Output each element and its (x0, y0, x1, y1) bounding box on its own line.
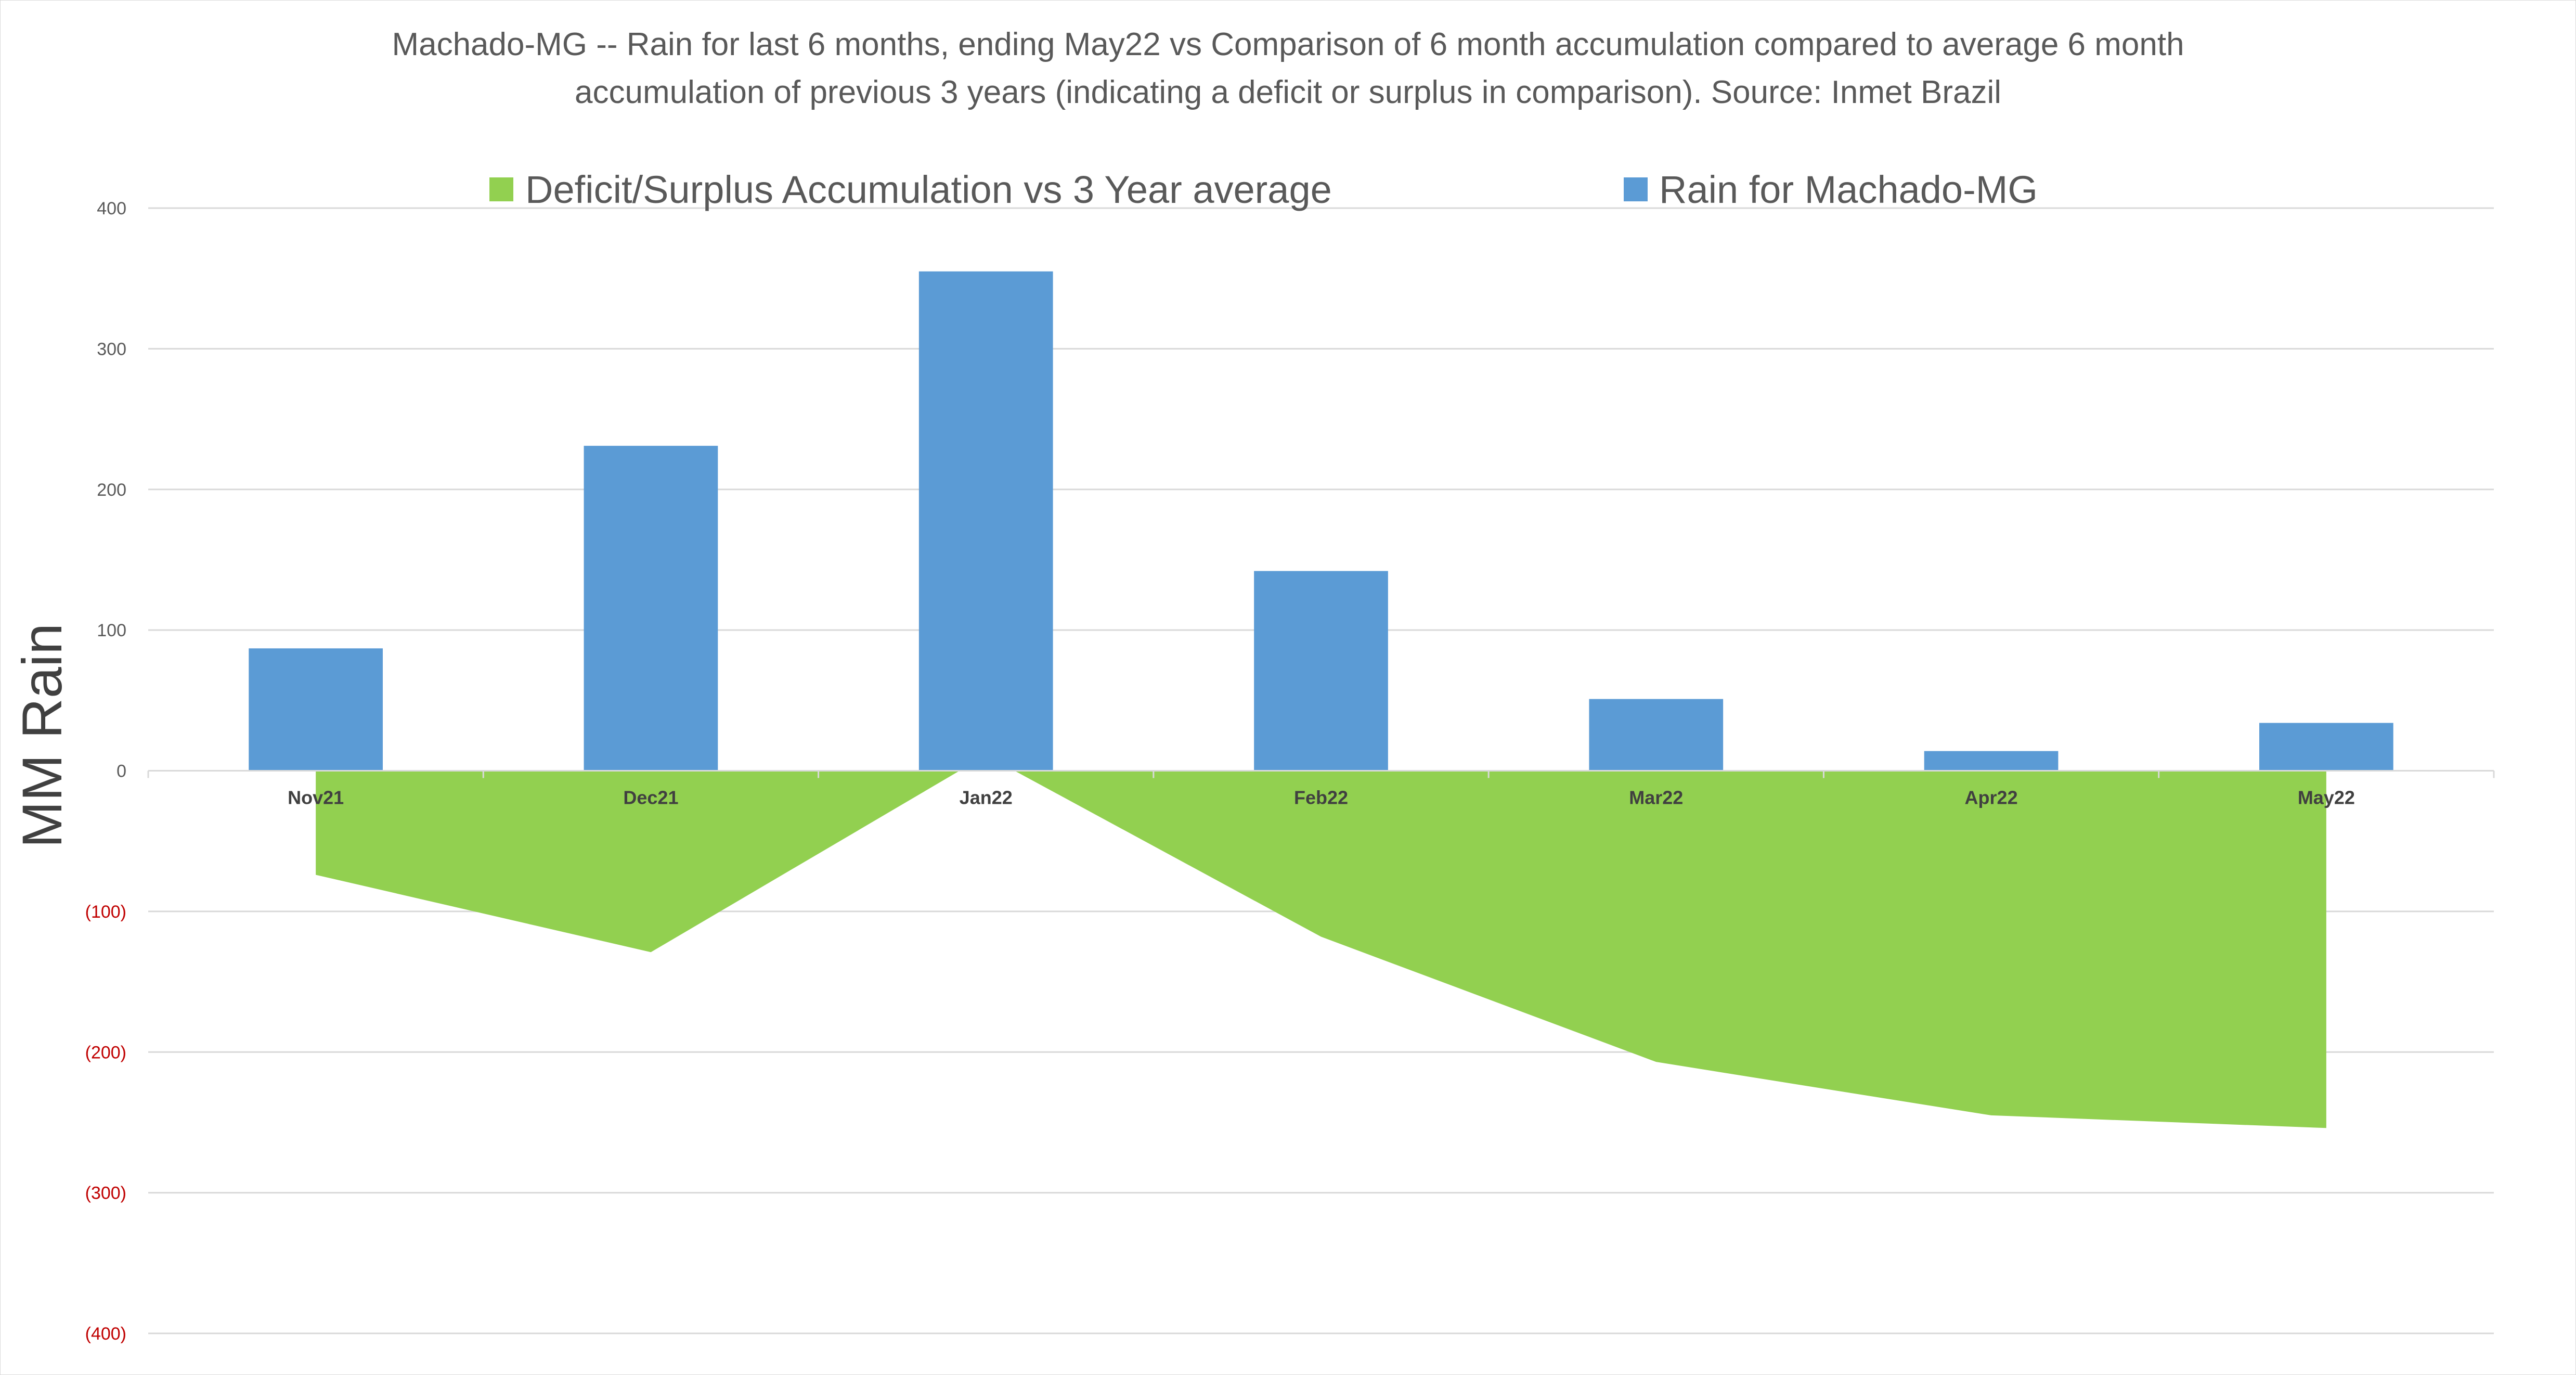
y-tick-label: 200 (97, 480, 126, 500)
legend-swatch-rain (1624, 177, 1648, 201)
y-tick-label: 0 (116, 762, 126, 781)
y-tick-label: 400 (97, 199, 126, 219)
y-tick-label: (100) (85, 902, 126, 922)
y-tick-label: (300) (85, 1184, 126, 1203)
legend-label-deficit: Deficit/Surplus Accumulation vs 3 Year a… (525, 168, 1332, 211)
y-axis-label: MM Rain (10, 623, 73, 848)
bar-rain-feb22 (1254, 571, 1388, 771)
bar-series (249, 271, 2393, 771)
x-tick-label: Nov21 (288, 787, 344, 808)
x-tick-label: Jan22 (960, 787, 1013, 808)
y-tick-label: (400) (85, 1324, 126, 1344)
x-tick-label: May22 (2298, 787, 2355, 808)
chart-title-line-2: accumulation of previous 3 years (indica… (574, 74, 2001, 110)
bar-rain-mar22 (1589, 699, 1724, 771)
bar-rain-apr22 (1924, 751, 2059, 771)
bar-rain-dec21 (584, 445, 718, 771)
legend-swatch-deficit (489, 177, 513, 201)
chart-title-line-1: Machado-MG -- Rain for last 6 months, en… (392, 27, 2184, 62)
bar-rain-nov21 (249, 648, 383, 771)
y-tick-label: (200) (85, 1043, 126, 1062)
chart-title: Machado-MG -- Rain for last 6 months, en… (0, 21, 2576, 117)
area-series (316, 755, 2326, 1128)
x-tick-label: Mar22 (1629, 787, 1683, 808)
area-deficit-surplus (316, 755, 2326, 1128)
x-tick-label: Feb22 (1294, 787, 1348, 808)
bar-rain-jan22 (918, 271, 1053, 771)
bar-rain-may22 (2259, 723, 2393, 771)
y-tick-label: 300 (97, 339, 126, 359)
x-tick-label: Apr22 (1965, 787, 2018, 808)
axis-layer: 400 300 200 100 0 (100) (200) (300) (400) Nov21 De… (85, 199, 2495, 1344)
legend: Deficit/Surplus Accumulation vs 3 Year a… (489, 168, 2038, 211)
y-tick-label: 100 (97, 621, 126, 640)
x-tick-label: Dec21 (623, 787, 678, 808)
legend-label-rain: Rain for Machado-MG (1659, 168, 2038, 211)
